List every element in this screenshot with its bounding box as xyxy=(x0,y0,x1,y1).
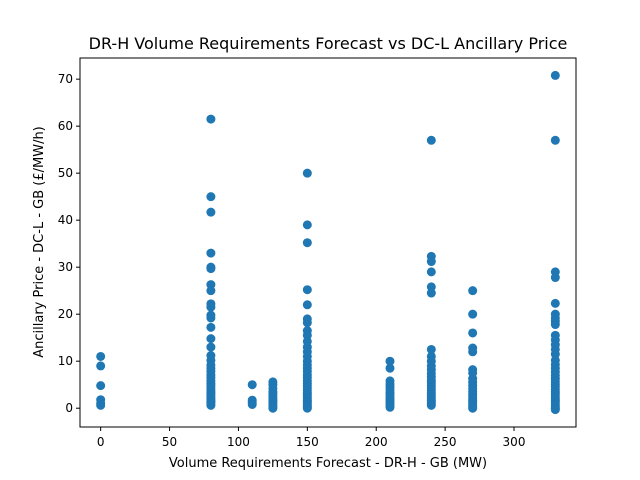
data-point xyxy=(550,273,560,283)
data-point xyxy=(426,135,436,145)
data-point xyxy=(468,286,478,296)
data-point xyxy=(206,322,216,332)
x-tick-label: 300 xyxy=(503,435,526,449)
y-tick-label: 30 xyxy=(58,260,73,274)
data-point xyxy=(550,405,560,415)
data-point xyxy=(302,403,312,413)
y-tick-label: 40 xyxy=(58,213,73,227)
data-point xyxy=(206,313,216,323)
plot-frame xyxy=(79,57,577,428)
y-tick-label: 60 xyxy=(58,119,73,133)
data-point xyxy=(426,288,436,298)
data-point xyxy=(426,267,436,277)
x-axis-label: Volume Requirements Forecast - DR-H - GB… xyxy=(169,456,487,471)
y-axis-label: Ancillary Price - DC-L - GB (£/MW/h) xyxy=(32,126,47,358)
data-point xyxy=(468,309,478,319)
data-point xyxy=(96,351,106,361)
chart-title: DR-H Volume Requirements Forecast vs DC-… xyxy=(89,34,568,53)
data-point xyxy=(385,356,395,366)
data-point xyxy=(302,220,312,230)
data-point xyxy=(206,207,216,217)
x-axis-ticks: 0 50 100 150 200 250 300 xyxy=(97,427,526,449)
data-point xyxy=(385,402,395,412)
data-point xyxy=(550,298,560,308)
x-tick-label: 150 xyxy=(296,435,319,449)
y-tick-label: 10 xyxy=(58,354,73,368)
x-tick-label: 100 xyxy=(227,435,250,449)
data-point xyxy=(96,361,106,371)
data-point xyxy=(268,403,278,413)
data-point xyxy=(426,400,436,410)
data-point xyxy=(206,342,216,352)
data-point xyxy=(302,318,312,328)
x-tick-label: 200 xyxy=(365,435,388,449)
data-point xyxy=(302,238,312,248)
data-points xyxy=(96,70,560,415)
data-point xyxy=(206,286,216,296)
data-point xyxy=(206,302,216,312)
y-tick-label: 0 xyxy=(65,401,73,415)
data-point xyxy=(302,168,312,178)
data-point xyxy=(550,320,560,330)
data-point xyxy=(550,135,560,145)
data-point xyxy=(550,70,560,80)
data-point xyxy=(206,400,216,410)
x-tick-label: 250 xyxy=(434,435,457,449)
data-point xyxy=(96,381,106,391)
data-point xyxy=(247,399,257,409)
data-point xyxy=(206,192,216,202)
y-tick-label: 70 xyxy=(58,72,73,86)
y-tick-label: 20 xyxy=(58,307,73,321)
data-point xyxy=(385,363,395,373)
x-tick-label: 50 xyxy=(162,435,177,449)
data-point xyxy=(206,114,216,124)
data-point xyxy=(468,347,478,357)
x-tick-label: 0 xyxy=(97,435,105,449)
data-point xyxy=(96,400,106,410)
data-point xyxy=(468,328,478,338)
data-point xyxy=(206,334,216,344)
data-point xyxy=(206,264,216,274)
data-point xyxy=(302,285,312,295)
data-point xyxy=(206,248,216,258)
y-axis-ticks: 0 10 20 30 40 50 60 70 xyxy=(58,72,80,415)
data-point xyxy=(426,344,436,354)
y-tick-label: 50 xyxy=(58,166,73,180)
data-point xyxy=(247,380,257,390)
data-point xyxy=(426,257,436,267)
data-point xyxy=(302,300,312,310)
data-point xyxy=(468,403,478,413)
